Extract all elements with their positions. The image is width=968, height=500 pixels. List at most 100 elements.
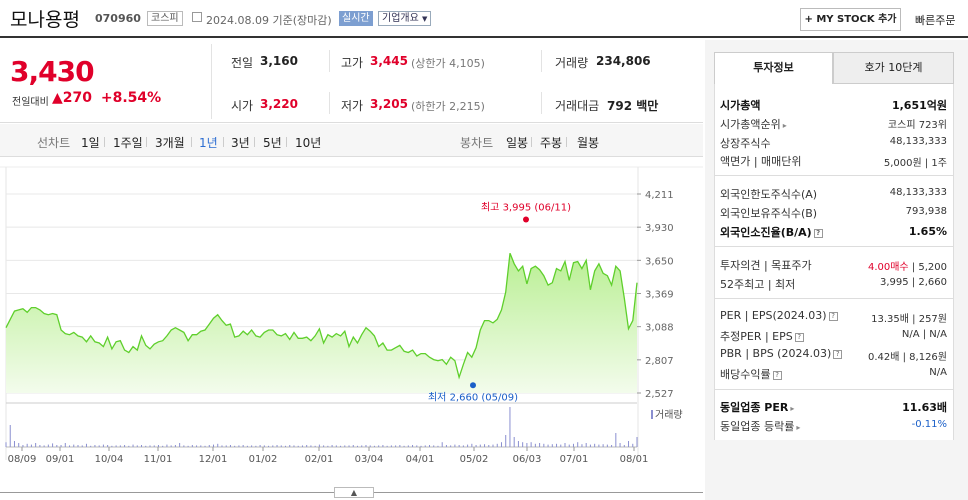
foreign-ratio-label: 외국인소진율(B/A)? [720,224,823,240]
divider [714,298,954,299]
current-price: 3,430 [10,55,95,88]
y-tick-label: 3,088 [645,323,674,334]
divider [714,389,954,390]
x-tick-label: 08/09 [8,454,37,465]
tab-order-book[interactable]: 호가 10단계 [833,52,954,84]
x-tick-label: 10/04 [95,454,124,465]
x-tick-label: 07/01 [560,454,589,465]
market-cap-label: 시가총액 [720,99,761,112]
high-label: 최고 3,995 (06/11) [481,202,571,214]
divider [104,137,105,147]
price-line [5,252,638,380]
low-marker [470,382,476,389]
chevron-right-icon: ▸ [782,121,787,130]
x-tick-label: 12/01 [199,454,228,465]
candle-monthly[interactable]: 월봉 [577,136,600,150]
chevron-up-icon: ▲ [350,488,358,497]
divider [531,137,532,147]
est-per-text: 추정PER | EPS [720,330,793,343]
price-chart-svg: 4,211 3,930 3,650 3,369 3,088 2,807 2,527 최고 3,… [0,166,703,465]
change-rate: +8.54% [100,90,162,106]
est-per-value: N/A | N/A [901,329,947,340]
company-overview-dropdown[interactable]: 기업개요 ▼ [378,11,432,26]
pbr-value: 0.42배 | 8,126원 [867,352,947,363]
y-tick-label: 2,527 [645,389,674,400]
foreign-holding-label: 외국인보유주식수(B) [720,207,818,220]
period-1y[interactable]: 1년 [199,136,218,150]
divider [146,137,147,147]
x-tick-label: 01/02 [249,454,278,465]
period-3y[interactable]: 3년 [231,136,250,150]
price-chart[interactable]: 4,211 3,930 3,650 3,369 3,088 2,807 2,527 최고 3,… [0,158,703,488]
realtime-button[interactable]: 실시간 [339,11,373,26]
industry-rate-value: -0.11% [911,419,947,430]
dividend-text: 배당수익률 [720,368,771,381]
est-per-label: 추정PER | EPS? [720,328,804,344]
industry-per-label[interactable]: 동일업종 PER ▸ [720,399,794,415]
divider [329,50,330,72]
help-icon[interactable]: ? [833,350,843,359]
per-text: PER | EPS(2024.03) [720,309,827,322]
industry-per-text: 동일업종 PER [720,401,789,414]
line-chart-label: 선차트 [37,136,71,150]
help-icon[interactable]: ? [813,229,823,238]
stock-code: 070960 [95,12,141,25]
x-tick-label: 02/01 [305,454,334,465]
quick-order-link[interactable]: 빠른주문 [915,14,956,27]
amount-value: 792 백만 [607,99,659,113]
help-icon[interactable]: ? [772,371,782,380]
industry-rate-label[interactable]: 동일업종 등락률 ▸ [720,418,800,434]
market-cap-rank-value: 코스피 723위 [887,120,947,131]
divider [191,137,192,147]
low-label: 최저 2,660 (05/09) [428,391,518,403]
chevron-right-icon: ▸ [790,404,795,413]
amount-label: 거래대금 [555,99,600,113]
candle-weekly[interactable]: 주봉 [540,136,563,150]
listed-shares-label: 상장주식수 [720,137,771,150]
add-my-stock-button[interactable]: + MY STOCK 추가 [800,8,901,31]
pbr-label: PBR | BPS (2024.03)? [720,347,843,360]
foreign-ratio-value: 1.65% [908,225,947,238]
period-1d[interactable]: 1일 [81,136,100,150]
target-price: 5,200 [918,262,947,273]
candle-daily[interactable]: 일봉 [506,136,529,150]
price-area [6,253,637,393]
divider [566,137,567,147]
help-icon[interactable]: ? [828,312,838,321]
x-tick-label: 04/01 [406,454,435,465]
period-3m[interactable]: 3개월 [155,136,185,150]
collapse-chart-button[interactable]: ▲ [334,487,374,498]
industry-rate-text: 동일업종 등락률 [720,420,795,433]
lower-limit: (하한가 2,215) [411,100,485,113]
divider [254,137,255,147]
candle-chart-label: 봉차트 [460,136,494,150]
investment-info-panel [714,84,954,440]
industry-per-value: 11.63배 [902,401,947,414]
volume-value: 234,806 [596,54,651,68]
foreign-limit-label: 외국인한도주식수(A) [720,188,818,201]
chevron-right-icon: ▸ [796,423,801,432]
period-10y[interactable]: 10년 [295,136,322,150]
per-label: PER | EPS(2024.03)? [720,309,838,322]
divider [286,137,287,147]
divider [714,175,954,176]
chart-period-bar [0,124,703,157]
base-date: 2024.08.09 기준(장마감) [206,14,332,27]
divider [211,44,212,119]
change-amount: ▲270 [52,90,92,106]
help-icon[interactable]: ? [794,333,804,342]
divider [541,92,542,114]
x-tick-label: 09/01 [46,454,75,465]
open-value: 3,220 [260,97,298,111]
opinion-value: 4.00매수 | 5,200 [867,262,947,273]
period-1w[interactable]: 1주일 [113,136,143,150]
foreign-limit-value: 48,133,333 [889,187,947,198]
listed-shares-value: 48,133,333 [889,136,947,147]
tab-investment-info[interactable]: 투자정보 [714,52,833,84]
prev-close-value: 3,160 [260,54,298,68]
high-label: 고가 [341,56,364,70]
y-tick-label: 3,930 [645,223,674,234]
upper-limit: (상한가 4,105) [411,57,485,70]
period-5y[interactable]: 5년 [263,136,282,150]
week52-label: 52주최고 | 최저 [720,278,796,291]
